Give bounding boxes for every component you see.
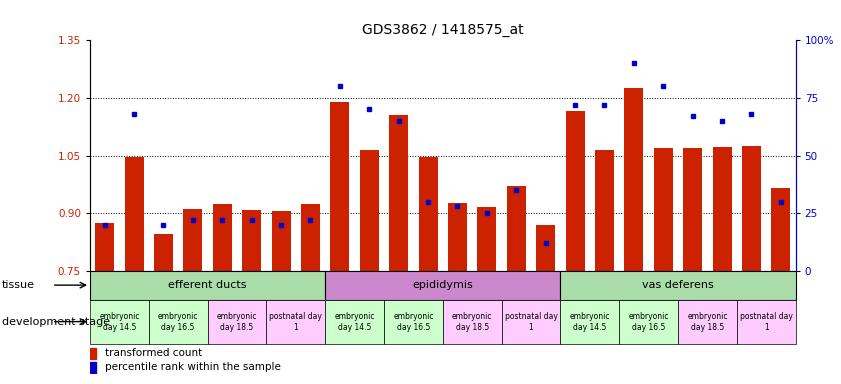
Text: embryonic
day 16.5: embryonic day 16.5: [393, 311, 434, 332]
Bar: [325, 300, 384, 344]
Bar: [448, 203, 467, 271]
Bar: [771, 188, 791, 271]
Text: transformed count: transformed count: [105, 348, 203, 358]
Bar: [301, 204, 320, 271]
Text: vas deferens: vas deferens: [643, 280, 714, 290]
Bar: [653, 148, 673, 271]
Bar: [384, 300, 442, 344]
Text: development stage: development stage: [2, 316, 110, 327]
Bar: [712, 147, 732, 271]
Text: efferent ducts: efferent ducts: [168, 280, 247, 290]
Bar: [565, 111, 584, 271]
Bar: [737, 300, 796, 344]
Bar: [595, 150, 614, 271]
Text: embryonic
day 18.5: embryonic day 18.5: [687, 311, 727, 332]
Title: GDS3862 / 1418575_at: GDS3862 / 1418575_at: [362, 23, 524, 36]
Bar: [325, 271, 560, 300]
Text: embryonic
day 16.5: embryonic day 16.5: [628, 311, 669, 332]
Bar: [272, 211, 291, 271]
Text: embryonic
day 14.5: embryonic day 14.5: [99, 311, 140, 332]
Bar: [478, 207, 496, 271]
Bar: [742, 146, 761, 271]
Bar: [213, 204, 232, 271]
Bar: [507, 186, 526, 271]
Bar: [536, 225, 555, 271]
Bar: [154, 234, 173, 271]
Text: postnatal day
1: postnatal day 1: [740, 311, 792, 332]
Bar: [442, 300, 501, 344]
Bar: [501, 300, 560, 344]
Text: postnatal day
1: postnatal day 1: [505, 311, 558, 332]
Bar: [619, 300, 678, 344]
Bar: [419, 157, 437, 271]
Bar: [124, 157, 144, 271]
Text: embryonic
day 16.5: embryonic day 16.5: [158, 311, 198, 332]
Bar: [624, 88, 643, 271]
Bar: [560, 300, 619, 344]
Text: embryonic
day 14.5: embryonic day 14.5: [569, 311, 610, 332]
Text: embryonic
day 18.5: embryonic day 18.5: [452, 311, 493, 332]
Bar: [208, 300, 267, 344]
Text: embryonic
day 14.5: embryonic day 14.5: [335, 311, 375, 332]
Bar: [149, 300, 208, 344]
Text: postnatal day
1: postnatal day 1: [269, 311, 322, 332]
Bar: [678, 300, 737, 344]
Bar: [90, 300, 149, 344]
Bar: [90, 348, 97, 359]
Text: epididymis: epididymis: [412, 280, 473, 290]
Bar: [389, 115, 408, 271]
Bar: [331, 102, 350, 271]
Text: tissue: tissue: [2, 280, 34, 290]
Text: embryonic
day 18.5: embryonic day 18.5: [217, 311, 257, 332]
Bar: [95, 223, 114, 271]
Bar: [683, 148, 702, 271]
Bar: [90, 271, 325, 300]
Bar: [360, 150, 378, 271]
Bar: [560, 271, 796, 300]
Bar: [183, 209, 203, 271]
Bar: [90, 362, 97, 372]
Bar: [267, 300, 325, 344]
Text: percentile rank within the sample: percentile rank within the sample: [105, 362, 281, 372]
Bar: [242, 210, 262, 271]
